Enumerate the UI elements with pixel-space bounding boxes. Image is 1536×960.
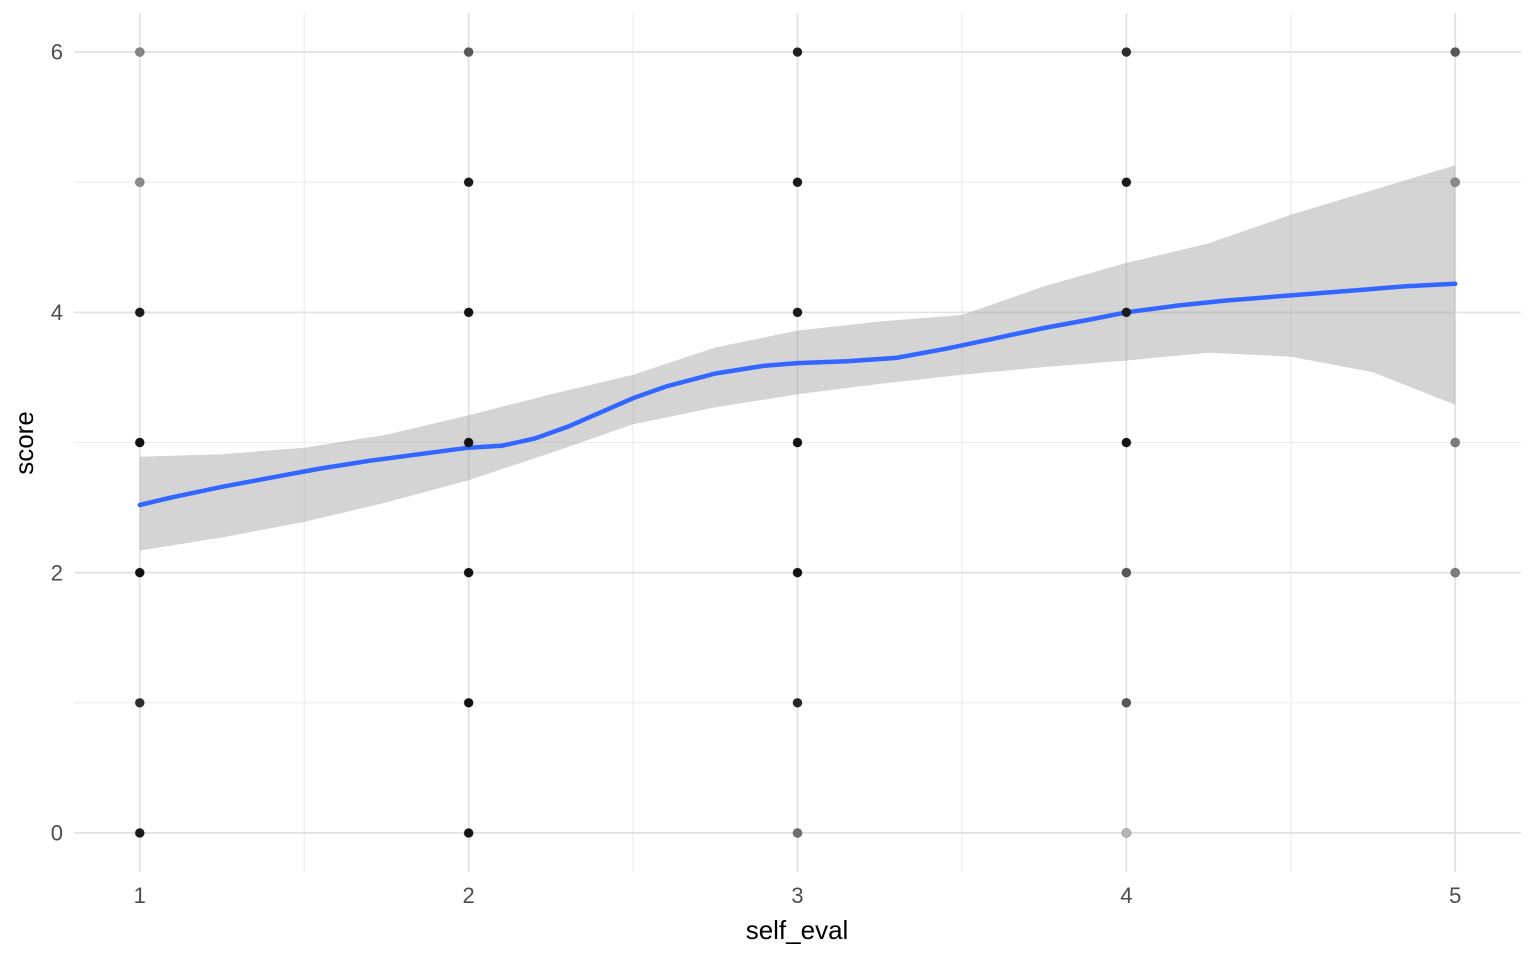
y-tick-label: 6 <box>51 40 63 65</box>
data-point <box>1450 177 1461 188</box>
data-point <box>1450 437 1461 448</box>
x-axis-tick-labels: 1 2 3 4 5 <box>134 883 1462 908</box>
data-point <box>792 567 803 578</box>
data-point <box>134 437 145 448</box>
data-point <box>792 177 803 188</box>
y-axis-tick-labels: 0 2 4 6 <box>51 40 63 846</box>
data-point <box>463 697 474 708</box>
confidence-ribbon-area <box>139 165 1456 551</box>
data-point <box>1121 697 1132 708</box>
y-tick-label: 0 <box>51 821 63 846</box>
x-axis-title: self_eval <box>746 915 849 945</box>
x-tick-label: 2 <box>463 883 475 908</box>
data-point <box>792 697 803 708</box>
data-point <box>1121 177 1132 188</box>
data-point <box>1450 46 1461 58</box>
data-point <box>463 46 474 58</box>
data-point <box>792 437 803 448</box>
y-tick-label: 2 <box>51 560 63 585</box>
x-tick-label: 4 <box>1120 883 1132 908</box>
data-point <box>463 567 474 578</box>
smooth-line <box>137 281 1458 508</box>
data-point <box>1121 567 1132 578</box>
data-point <box>134 697 145 708</box>
data-point <box>1121 437 1132 448</box>
confidence-ribbon <box>139 165 1456 551</box>
data-point <box>463 437 474 448</box>
data-point <box>134 46 145 58</box>
data-points <box>134 46 1461 839</box>
data-point <box>463 307 474 318</box>
data-point <box>1121 307 1132 318</box>
data-point <box>134 307 145 318</box>
y-axis-title: score <box>9 411 39 475</box>
data-point <box>463 177 474 188</box>
data-point <box>792 46 803 58</box>
data-point <box>1450 567 1461 578</box>
data-point <box>463 827 474 839</box>
data-point <box>134 827 145 839</box>
x-tick-label: 5 <box>1449 883 1461 908</box>
x-tick-label: 1 <box>134 883 146 908</box>
data-point <box>792 307 803 318</box>
x-tick-label: 3 <box>791 883 803 908</box>
data-point <box>1121 46 1132 58</box>
data-point <box>1121 827 1132 839</box>
smooth-line-path <box>137 281 1458 508</box>
y-tick-label: 4 <box>51 300 63 325</box>
data-point <box>792 827 803 839</box>
data-point <box>134 567 145 578</box>
data-point <box>134 177 145 188</box>
